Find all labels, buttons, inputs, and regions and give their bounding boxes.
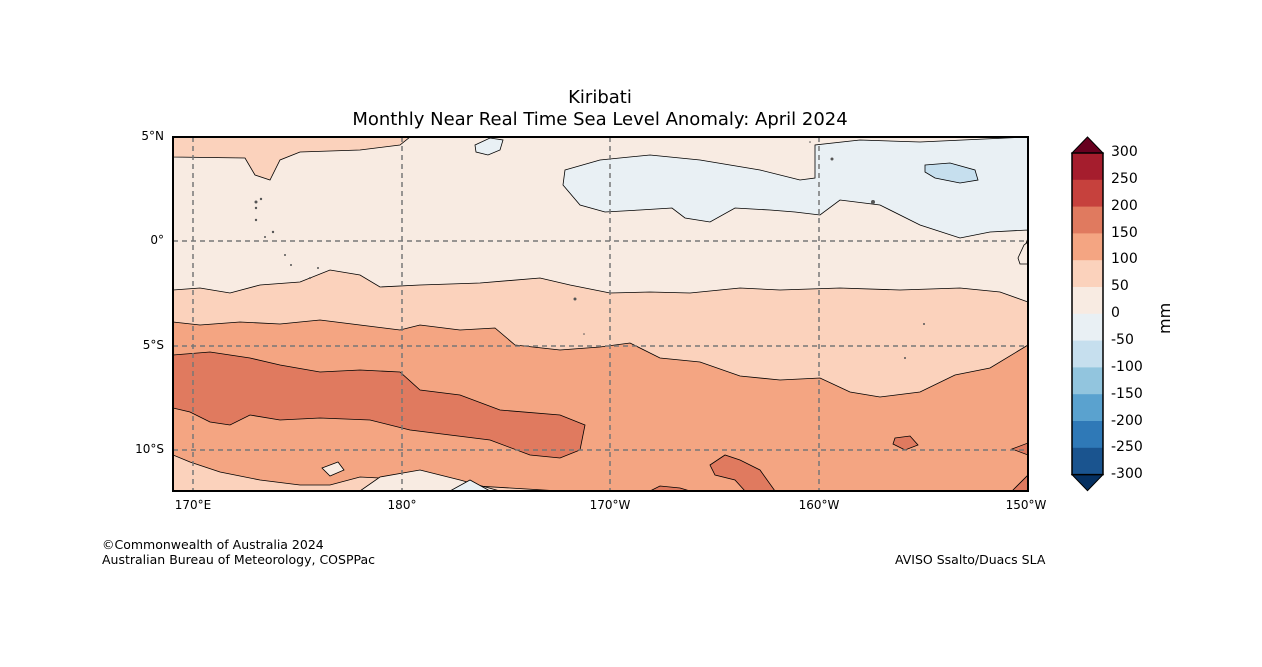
colorbar-unit: mm: [1155, 302, 1174, 334]
band-50-100-north: [173, 137, 411, 181]
graticule: [173, 137, 1028, 491]
colorbar-tick: 200: [1111, 198, 1138, 214]
map-subtitle: Monthly Near Real Time Sea Level Anomaly…: [352, 109, 848, 130]
band-neg100-neg50: [924, 162, 979, 184]
colorbar-extend-max: [1070, 136, 1105, 154]
colorbar-tick: -200: [1111, 413, 1143, 429]
lon-label-150w: 150°W: [1005, 498, 1047, 512]
band-150-200-edge: [1010, 442, 1028, 456]
colorbar-band: [1072, 287, 1103, 315]
band-150-200-patch: [892, 435, 919, 451]
colorbar-band: [1072, 260, 1103, 288]
copyright-line: ©Commonwealth of Australia 2024: [102, 537, 324, 552]
colorbar-tick: 300: [1111, 144, 1138, 160]
lat-label-5s: 5°S: [142, 338, 164, 352]
colorbar-band: [1072, 394, 1103, 422]
lat-label-10s: 10°S: [135, 442, 164, 456]
colorbar-tick: -250: [1111, 439, 1143, 455]
map-frame: [172, 136, 1029, 492]
lon-label-160w: 160°W: [798, 498, 840, 512]
band-150-200-south: [709, 454, 776, 491]
band-150-200-corner: [1011, 474, 1028, 491]
colorbar-tick: 50: [1111, 278, 1129, 294]
lon-label-180: 180°: [387, 498, 417, 512]
colorbar-band: [1072, 313, 1103, 342]
colorbar-tick: 100: [1111, 251, 1138, 267]
lat-label-eq: 0°: [150, 233, 164, 247]
colorbar: [1070, 136, 1105, 492]
colorbar-tick: -100: [1111, 359, 1143, 375]
colorbar-band: [1072, 179, 1103, 208]
colorbar-tick: -50: [1111, 332, 1134, 348]
colorbar-band: [1072, 421, 1103, 449]
small-patch-south: [321, 461, 345, 477]
colorbar-band: [1072, 447, 1103, 476]
lon-label-170e: 170°E: [174, 498, 212, 512]
band-100-150: [173, 319, 1028, 491]
colorbar-frame: [1071, 152, 1104, 476]
colorbar-tick: 250: [1111, 171, 1138, 187]
band-150-200-bottom: [649, 485, 691, 491]
lon-label-170w: 170°W: [589, 498, 631, 512]
colorbar-tick: 150: [1111, 225, 1138, 241]
colorbar-extend-min: [1070, 474, 1105, 492]
credit-line: Australian Bureau of Meteorology, COSPPa…: [102, 552, 375, 567]
map-title: Kiribati: [568, 87, 632, 108]
colorbar-band: [1072, 340, 1103, 368]
band-neg-south: [449, 479, 491, 491]
colorbar-band: [1072, 233, 1103, 261]
colorbar-band: [1072, 206, 1103, 234]
data-source: AVISO Ssalto/Duacs SLA: [895, 552, 1046, 567]
islands: [254, 141, 925, 359]
colorbar-tick: 0: [1111, 305, 1120, 321]
map-fields: [173, 137, 1028, 491]
colorbar-tick: -300: [1111, 466, 1143, 482]
band-neg50-0: [562, 137, 1028, 263]
colorbar-tick: -150: [1111, 386, 1143, 402]
copyright-notice: ©Commonwealth of Australia 2024 Australi…: [102, 537, 375, 567]
colorbar-band: [1072, 367, 1103, 395]
band-150-200: [173, 351, 586, 459]
lat-label-5n: 5°N: [141, 129, 164, 143]
small-patch-east: [1017, 241, 1028, 265]
colorbar-band: [1072, 153, 1103, 181]
